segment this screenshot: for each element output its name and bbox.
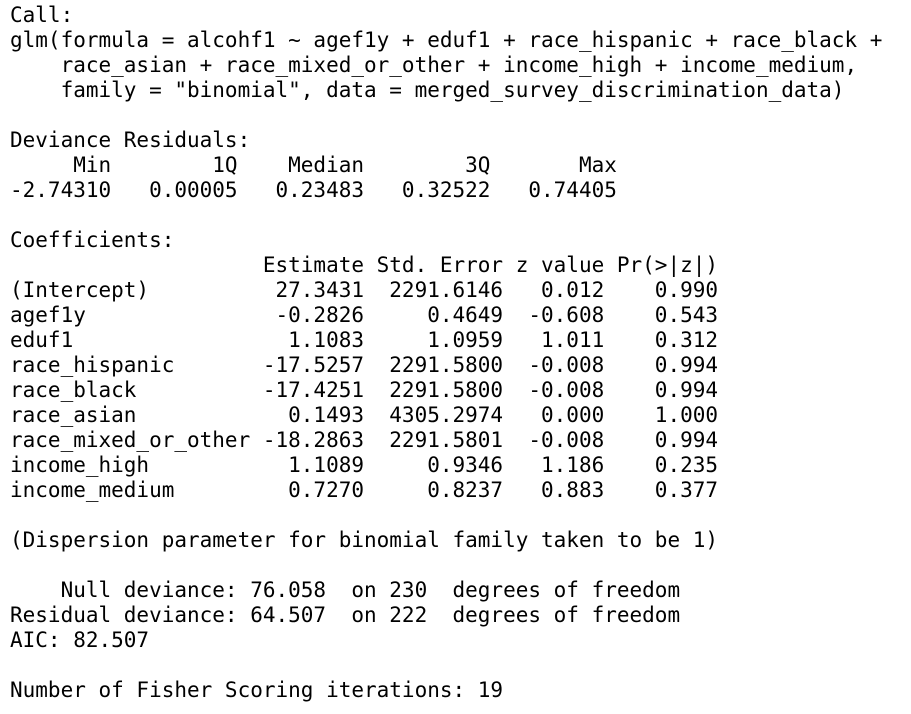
- dispersion-note: (Dispersion parameter for binomial famil…: [10, 528, 719, 552]
- coefficient-row: agef1y -0.2826 0.4649 -0.608 0.543: [10, 303, 719, 327]
- coefficient-row: race_mixed_or_other -18.2863 2291.5801 -…: [10, 428, 719, 452]
- coefficients-header: Coefficients:: [10, 228, 175, 252]
- aic-value: AIC: 82.507: [10, 628, 150, 652]
- coefficient-row: income_high 1.1089 0.9346 1.186 0.235: [10, 453, 719, 477]
- coefficient-row: race_black -17.4251 2291.5800 -0.008 0.9…: [10, 378, 719, 402]
- call-line: race_asian + race_mixed_or_other + incom…: [10, 53, 858, 77]
- call-header: Call:: [10, 3, 74, 27]
- deviance-residuals-columns: Min 1Q Median 3Q Max: [10, 153, 643, 177]
- deviance-residuals-values: -2.74310 0.00005 0.23483 0.32522 0.74405: [10, 178, 643, 202]
- coefficients-column-header: Estimate Std. Error z value Pr(>|z|): [10, 253, 719, 277]
- coefficient-row: race_asian 0.1493 4305.2974 0.000 1.000: [10, 403, 719, 427]
- coefficient-row: eduf1 1.1083 1.0959 1.011 0.312: [10, 328, 719, 352]
- residual-deviance: Residual deviance: 64.507 on 222 degrees…: [10, 603, 681, 627]
- coefficient-row: income_medium 0.7270 0.8237 0.883 0.377: [10, 478, 719, 502]
- call-line: family = "binomial", data = merged_surve…: [10, 78, 845, 102]
- call-line: glm(formula = alcohf1 ~ agef1y + eduf1 +…: [10, 28, 883, 52]
- coefficient-row: race_hispanic -17.5257 2291.5800 -0.008 …: [10, 353, 719, 377]
- deviance-residuals-header: Deviance Residuals:: [10, 128, 251, 152]
- fisher-iterations: Number of Fisher Scoring iterations: 19: [10, 678, 504, 702]
- null-deviance: Null deviance: 76.058 on 230 degrees of …: [10, 578, 681, 602]
- coefficient-row: (Intercept) 27.3431 2291.6146 0.012 0.99…: [10, 278, 719, 302]
